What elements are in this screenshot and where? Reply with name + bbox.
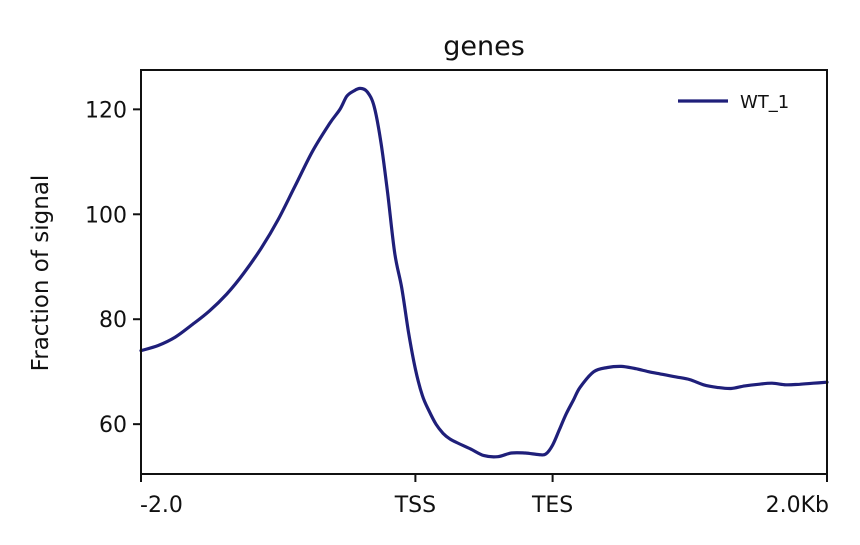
x-tick-label: TSS: [394, 493, 436, 518]
legend-label: WT_1: [740, 92, 789, 113]
y-axis-label: Fraction of signal: [28, 175, 54, 372]
x-tick-label: TES: [531, 493, 573, 518]
legend: WT_1: [678, 92, 789, 113]
y-tick-label: 120: [85, 98, 127, 123]
plot-frame: [140, 69, 828, 475]
series-line-wt-1: [139, 86, 829, 459]
series-group: [139, 86, 829, 459]
y-tick-label: 60: [99, 413, 127, 438]
y-tick-label: 100: [85, 203, 127, 228]
y-axis: 60 80 100 120: [85, 98, 141, 438]
chart-title: genes: [443, 31, 525, 62]
x-tick-label: -2.0: [140, 493, 183, 518]
x-axis: -2.0 TSS TES 2.0Kb: [140, 474, 829, 518]
y-tick-label: 80: [99, 308, 127, 333]
x-tick-label: 2.0Kb: [766, 493, 829, 518]
